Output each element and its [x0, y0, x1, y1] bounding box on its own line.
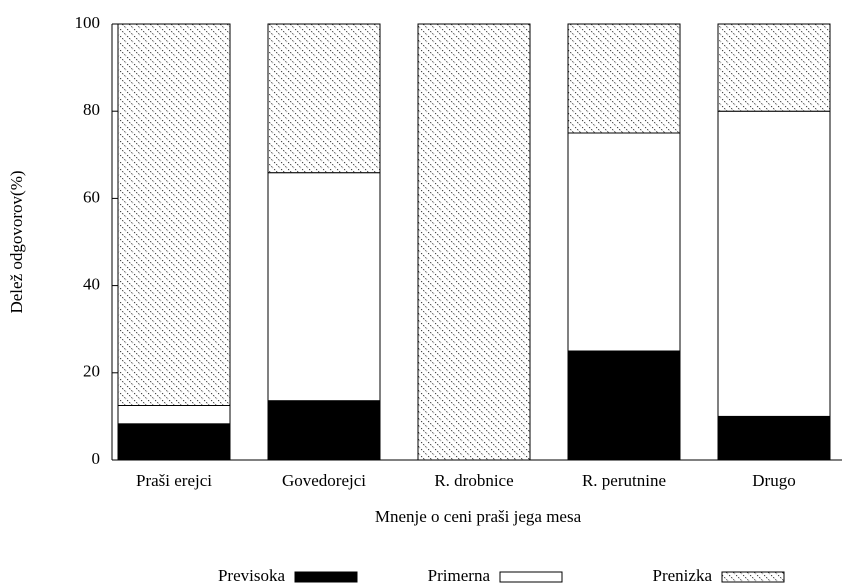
bar-segment	[567, 23, 681, 134]
bar-segment	[567, 350, 681, 461]
x-tick-label: Govedorejci	[282, 471, 366, 490]
legend-swatch	[721, 571, 785, 583]
bar-segment	[267, 172, 381, 402]
x-tick-label: Praši erejci	[136, 471, 212, 490]
bar-segment	[567, 132, 681, 352]
y-tick-label: 100	[75, 13, 101, 32]
y-tick-label: 80	[83, 100, 100, 119]
x-axis-label: Mnenje o ceni praši jega mesa	[375, 507, 582, 526]
bar-segment	[267, 400, 381, 461]
bar-segment	[717, 415, 831, 461]
bar-segment	[717, 110, 831, 417]
legend-label: Primerna	[428, 566, 491, 585]
y-tick-label: 20	[83, 362, 100, 381]
legend-swatch	[294, 571, 358, 583]
y-tick-label: 0	[92, 449, 101, 468]
bar-segment	[417, 23, 531, 461]
bar-segment	[717, 23, 831, 112]
bar-segment	[117, 23, 231, 406]
legend-label: Previsoka	[218, 566, 286, 585]
bar-segment	[117, 423, 231, 461]
y-axis-label: Delež odgovorov(%)	[7, 170, 26, 313]
legend-swatch	[499, 571, 563, 583]
x-tick-label: R. drobnice	[434, 471, 513, 490]
y-tick-label: 60	[83, 187, 100, 206]
x-tick-label: R. perutnine	[582, 471, 666, 490]
y-tick-label: 40	[83, 275, 100, 294]
bar-segment	[117, 405, 231, 425]
x-tick-label: Drugo	[752, 471, 795, 490]
bar-segment	[267, 23, 381, 174]
legend-label: Prenizka	[653, 566, 713, 585]
